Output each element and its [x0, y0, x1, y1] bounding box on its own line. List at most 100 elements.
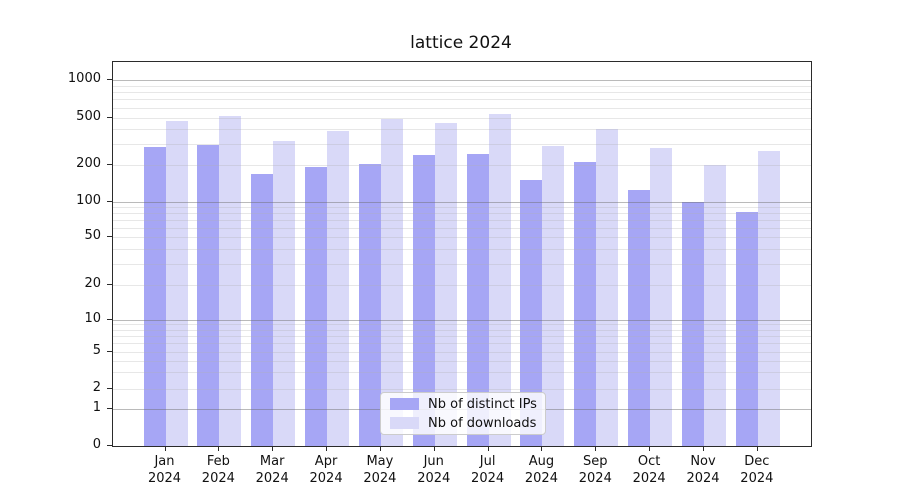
bar-distinct-ips-apr — [305, 166, 328, 446]
gridline-major-1000 — [113, 80, 811, 81]
x-tick-label-apr: Apr 2024 — [309, 454, 343, 486]
y-tick-mark-0 — [107, 445, 112, 446]
y-tick-mark-100 — [107, 200, 112, 202]
gridline-major-10 — [113, 319, 811, 321]
x-tick-mark-aug — [541, 446, 543, 451]
y-tick-label-1000: 1000 — [67, 71, 101, 86]
bar-distinct-ips-nov — [682, 202, 704, 446]
gridline-minor-4 — [113, 360, 811, 362]
gridline-minor-9 — [113, 324, 811, 326]
y-tick-label-5: 5 — [92, 342, 101, 358]
gridline-minor-50 — [113, 237, 811, 238]
gridline-minor-200 — [113, 165, 811, 167]
x-tick-label-oct: Oct 2024 — [632, 454, 666, 486]
x-tick-mark-mar — [272, 446, 274, 451]
gridline-minor-5 — [113, 351, 811, 353]
y-tick-label-50: 50 — [84, 228, 101, 243]
y-tick-mark-2 — [107, 387, 112, 389]
y-tick-mark-1 — [107, 408, 112, 410]
x-tick-mark-jan — [164, 446, 166, 451]
legend-label-downloads: Nb of downloads — [428, 415, 537, 431]
gridline-minor-80 — [113, 213, 811, 215]
gridline-minor-30 — [113, 263, 811, 265]
bar-downloads-nov — [704, 164, 726, 446]
gridline-minor-60 — [113, 227, 811, 229]
x-tick-mark-nov — [703, 446, 704, 451]
x-tick-mark-feb — [218, 446, 220, 451]
bar-distinct-ips-jul — [466, 153, 489, 446]
x-tick-label-feb: Feb 2024 — [201, 454, 235, 486]
legend: Nb of distinct IPs Nb of downloads — [380, 392, 546, 435]
bar-downloads-sep — [596, 129, 619, 446]
gridline-minor-90 — [113, 207, 811, 209]
y-tick-mark-10 — [107, 318, 112, 320]
x-tick-label-nov: Nov 2024 — [686, 454, 720, 486]
y-tick-label-2: 2 — [92, 379, 101, 395]
bar-downloads-oct — [650, 147, 673, 446]
gridline-minor-3 — [113, 372, 811, 374]
bar-distinct-ips-jan — [143, 146, 166, 446]
gridline-minor-600 — [113, 107, 811, 109]
y-tick-mark-1000 — [107, 79, 112, 80]
gridline-minor-300 — [113, 144, 811, 146]
bar-distinct-ips-feb — [197, 145, 220, 446]
x-tick-label-may: May 2024 — [363, 454, 397, 486]
x-tick-label-aug: Aug 2024 — [524, 454, 558, 486]
bar-distinct-ips-jun — [412, 154, 435, 446]
y-tick-mark-50 — [107, 236, 112, 237]
gridline-minor-6 — [113, 343, 811, 345]
bar-distinct-ips-dec — [735, 211, 758, 446]
bar-downloads-mar — [273, 140, 296, 446]
y-tick-label-1: 1 — [92, 400, 101, 416]
y-tick-label-10: 10 — [84, 310, 101, 326]
x-tick-label-dec: Dec 2024 — [740, 454, 774, 486]
y-tick-label-200: 200 — [76, 156, 101, 172]
bar-downloads-jul — [488, 114, 511, 446]
y-tick-label-20: 20 — [84, 276, 101, 292]
x-tick-mark-sep — [595, 446, 597, 451]
legend-label-distinct-ips: Nb of distinct IPs — [428, 396, 537, 412]
x-tick-mark-dec — [756, 446, 758, 451]
x-tick-label-jul: Jul 2024 — [471, 454, 505, 486]
bar-downloads-dec — [757, 150, 780, 446]
legend-swatch-downloads — [390, 417, 419, 429]
x-tick-mark-oct — [649, 446, 651, 451]
bar-downloads-aug — [542, 145, 565, 446]
bar-downloads-feb — [219, 116, 242, 446]
gridline-minor-800 — [113, 92, 811, 94]
gridline-minor-70 — [113, 219, 811, 221]
plot-area — [112, 61, 812, 447]
gridline-minor-40 — [113, 248, 811, 250]
bar-distinct-ips-aug — [520, 180, 543, 446]
legend-item-downloads: Nb of downloads — [381, 416, 545, 431]
bar-distinct-ips-oct — [628, 189, 651, 446]
chart-title: lattice 2024 — [410, 33, 512, 53]
x-tick-label-sep: Sep 2024 — [578, 454, 612, 486]
bar-downloads-jun — [434, 122, 457, 446]
gridline-major-100 — [113, 201, 811, 203]
gridline-minor-20 — [113, 285, 811, 287]
legend-item-distinct-ips: Nb of distinct IPs — [381, 397, 545, 412]
gridline-minor-500 — [113, 117, 811, 119]
gridline-minor-8 — [113, 329, 811, 331]
x-tick-mark-apr — [326, 446, 328, 451]
y-tick-label-100: 100 — [76, 192, 101, 208]
legend-swatch-distinct-ips — [390, 398, 419, 410]
x-tick-label-jan: Jan 2024 — [147, 454, 182, 486]
y-tick-mark-500 — [107, 116, 112, 118]
y-tick-label-500: 500 — [76, 108, 101, 124]
y-tick-label-0: 0 — [92, 437, 101, 452]
bar-distinct-ips-sep — [574, 161, 597, 446]
bar-downloads-may — [380, 118, 403, 446]
bar-distinct-ips-mar — [251, 173, 274, 446]
y-tick-mark-20 — [107, 284, 112, 286]
y-tick-mark-5 — [107, 350, 112, 352]
bar-distinct-ips-may — [358, 164, 381, 446]
gridline-minor-400 — [113, 129, 811, 131]
gridline-minor-900 — [113, 85, 811, 87]
x-tick-label-jun: Jun 2024 — [417, 454, 451, 486]
gridline-minor-700 — [113, 99, 811, 101]
x-tick-mark-jun — [433, 446, 435, 451]
y-tick-mark-200 — [107, 164, 112, 166]
